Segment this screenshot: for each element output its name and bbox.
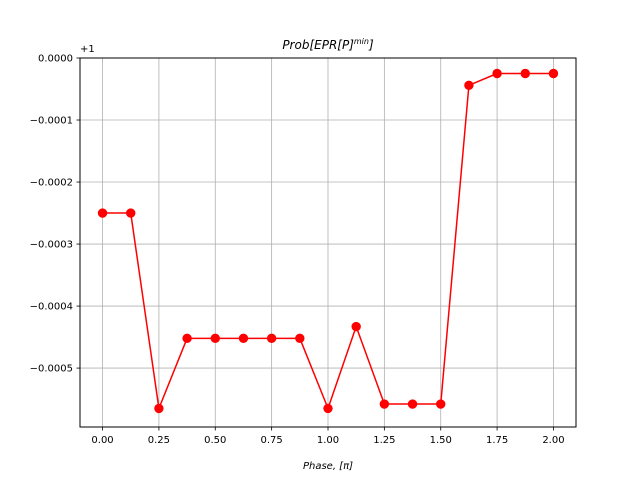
data-point	[295, 333, 305, 344]
y-tick-label: −0.0003	[30, 240, 73, 251]
data-point	[464, 80, 474, 90]
grid	[80, 57, 576, 427]
chart-title: Prob[EPR[P]min]	[282, 37, 374, 52]
data-point	[323, 403, 333, 414]
data-point	[126, 208, 136, 218]
y-tick-label: −0.0004	[30, 302, 73, 313]
data-point	[266, 333, 277, 344]
data-point	[182, 333, 192, 344]
y-tick-label: −0.0001	[30, 116, 73, 127]
y-tick-label: −0.0005	[30, 364, 73, 375]
data-point	[492, 68, 502, 79]
series-line	[97, 68, 559, 414]
y-tick-label: 0.0000	[38, 54, 73, 65]
data-point	[238, 333, 249, 344]
chart-title-base: Prob[EPR[P]	[282, 38, 354, 52]
x-tick-label: 0.25	[148, 435, 170, 446]
y-offset-label: +1	[80, 44, 95, 55]
data-point	[407, 399, 418, 409]
x-tick-label: 0.75	[261, 435, 283, 446]
data-point	[520, 68, 530, 79]
x-tick-label: 1.50	[430, 435, 452, 446]
chart-title-sup: min	[354, 37, 369, 46]
x-tick-label: 1.00	[317, 435, 339, 446]
axis-ticks: 0.00 0.25 0.50 0.75 1.00 1.25 1.50 1.75 2.00 0.00…	[30, 54, 565, 447]
x-tick-label: 2.00	[542, 435, 564, 446]
data-point	[379, 399, 390, 409]
data-point	[351, 321, 361, 332]
y-tick-label: −0.0002	[30, 178, 73, 189]
chart-title-tail: ]	[368, 38, 374, 52]
x-tick-label: 1.25	[373, 435, 395, 446]
data-point	[97, 208, 108, 218]
x-tick-label: 0.50	[204, 435, 226, 446]
x-tick-label: 1.75	[486, 435, 508, 446]
x-axis-label: Phase, [π]	[303, 461, 353, 472]
x-tick-label: 0.00	[91, 435, 113, 446]
data-point	[210, 333, 220, 344]
data-point	[154, 403, 164, 414]
data-point	[548, 68, 559, 79]
data-point	[436, 399, 446, 409]
